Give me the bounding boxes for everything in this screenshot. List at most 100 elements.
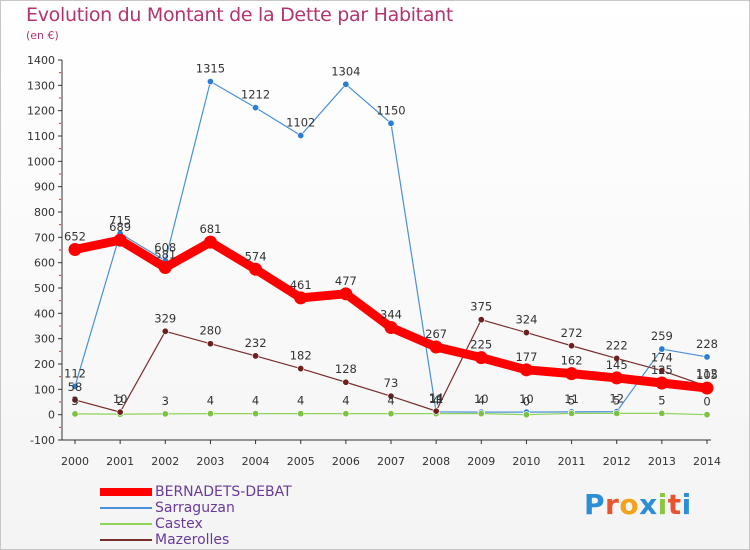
y-tick-label: 1100 <box>27 130 55 143</box>
legend-item-castex: Castex <box>100 516 360 532</box>
data-label-castex: 5 <box>658 393 665 407</box>
data-label-bernadets-debat: 267 <box>425 327 447 341</box>
data-label-mazerolles: 324 <box>515 313 537 327</box>
data-point-mazerolles <box>568 342 576 350</box>
data-label-sarraguzan: 11 <box>429 392 444 406</box>
logo-letter: P <box>584 488 606 521</box>
x-tick-label: 2011 <box>558 455 586 468</box>
data-label-sarraguzan: 608 <box>154 241 176 255</box>
data-point-sarraguzan <box>206 78 214 86</box>
data-point-castex <box>522 411 530 419</box>
y-tick-label: 1300 <box>27 79 55 92</box>
data-label-castex: 4 <box>342 394 349 408</box>
data-point-castex <box>342 410 350 418</box>
data-point-castex <box>568 409 576 417</box>
y-tick-label: 100 <box>34 383 55 396</box>
data-point-bernadets-debat <box>249 262 263 276</box>
data-label-sarraguzan: 10 <box>474 392 489 406</box>
data-label-castex: 4 <box>252 394 259 408</box>
data-label-bernadets-debat: 225 <box>470 338 492 352</box>
data-label-castex: 3 <box>162 394 169 408</box>
y-tick-label: 1000 <box>27 155 55 168</box>
y-tick-label: 0 <box>48 409 55 422</box>
data-point-bernadets-debat <box>113 233 127 247</box>
x-tick-label: 2008 <box>422 455 450 468</box>
data-label-mazerolles: 182 <box>290 349 312 363</box>
data-label-sarraguzan: 1102 <box>286 115 315 129</box>
data-point-castex <box>703 411 711 419</box>
data-point-castex <box>297 410 305 418</box>
data-label-mazerolles: 232 <box>245 336 267 350</box>
data-label-castex: 4 <box>207 394 214 408</box>
y-tick-label: 400 <box>34 307 55 320</box>
data-label-castex: 4 <box>432 394 439 408</box>
data-point-castex <box>658 409 666 417</box>
data-label-sarraguzan: 259 <box>651 329 673 343</box>
x-tick-label: 2006 <box>332 455 360 468</box>
data-label-mazerolles: 280 <box>199 324 221 338</box>
data-label-bernadets-debat: 477 <box>335 274 357 288</box>
data-point-mazerolles <box>387 392 395 400</box>
data-point-sarraguzan <box>252 104 260 112</box>
x-tick-label: 2003 <box>196 455 224 468</box>
y-tick-label: 600 <box>34 257 55 270</box>
data-label-bernadets-debat: 574 <box>245 249 267 263</box>
data-label-mazerolles: 112 <box>696 366 718 380</box>
data-point-mazerolles <box>297 365 305 373</box>
data-point-bernadets-debat <box>429 340 443 354</box>
legend-item-bernadets-debat: BERNADETS-DEBAT <box>100 484 360 500</box>
data-point-mazerolles <box>658 367 666 375</box>
y-tick-label: 700 <box>34 231 55 244</box>
x-tick-label: 2009 <box>467 455 495 468</box>
data-label-mazerolles: 128 <box>335 362 357 376</box>
data-point-mazerolles <box>342 378 350 386</box>
data-label-bernadets-debat: 581 <box>154 247 176 261</box>
chart-legend: BERNADETS-DEBAT Sarraguzan Castex Mazerolle… <box>100 484 360 548</box>
data-point-mazerolles <box>613 354 621 362</box>
data-label-sarraguzan: 10 <box>519 392 534 406</box>
data-point-mazerolles <box>477 316 485 324</box>
legend-label: BERNADETS-DEBAT <box>155 484 292 500</box>
data-label-mazerolles: 58 <box>68 380 83 394</box>
data-label-castex: 3 <box>71 394 78 408</box>
y-tick-label: -100 <box>30 434 55 447</box>
chart-unit: (en €) <box>26 29 59 42</box>
data-point-bernadets-debat <box>700 381 714 395</box>
data-label-mazerolles: 222 <box>606 338 628 352</box>
data-point-mazerolles <box>432 407 440 415</box>
data-label-bernadets-debat: 145 <box>606 358 628 372</box>
x-tick-label: 2001 <box>106 455 134 468</box>
data-point-bernadets-debat <box>474 351 488 365</box>
data-label-bernadets-debat: 461 <box>290 278 312 292</box>
data-point-bernadets-debat <box>519 363 533 377</box>
y-tick-label: 1200 <box>27 105 55 118</box>
data-label-sarraguzan: 1304 <box>331 64 360 78</box>
data-point-mazerolles <box>522 329 530 337</box>
legend-item-mazerolles: Mazerolles <box>100 532 360 548</box>
y-tick-label: 1400 <box>27 54 55 67</box>
data-point-mazerolles <box>116 408 124 416</box>
proxiti-logo: Proxiti <box>584 488 692 521</box>
chart-title: Evolution du Montant de la Dette par Hab… <box>26 4 454 26</box>
legend-label: Castex <box>155 516 203 532</box>
data-point-bernadets-debat <box>68 242 82 256</box>
data-point-bernadets-debat <box>203 235 217 249</box>
data-point-castex <box>613 409 621 417</box>
data-label-mazerolles: 272 <box>561 326 583 340</box>
data-point-sarraguzan <box>658 345 666 353</box>
data-point-mazerolles <box>206 340 214 348</box>
data-label-mazerolles: 10 <box>113 392 128 406</box>
data-label-castex: 0 <box>703 395 710 409</box>
data-label-bernadets-debat: 162 <box>561 354 583 368</box>
data-point-bernadets-debat <box>294 291 308 305</box>
data-label-castex: 5 <box>568 393 575 407</box>
legend-swatch <box>100 507 152 509</box>
data-label-bernadets-debat: 689 <box>109 220 131 234</box>
y-tick-label: 500 <box>34 282 55 295</box>
data-label-castex: 2 <box>116 394 123 408</box>
x-tick-label: 2004 <box>242 455 270 468</box>
legend-swatch <box>100 523 152 525</box>
logo-letter: i <box>657 488 668 521</box>
